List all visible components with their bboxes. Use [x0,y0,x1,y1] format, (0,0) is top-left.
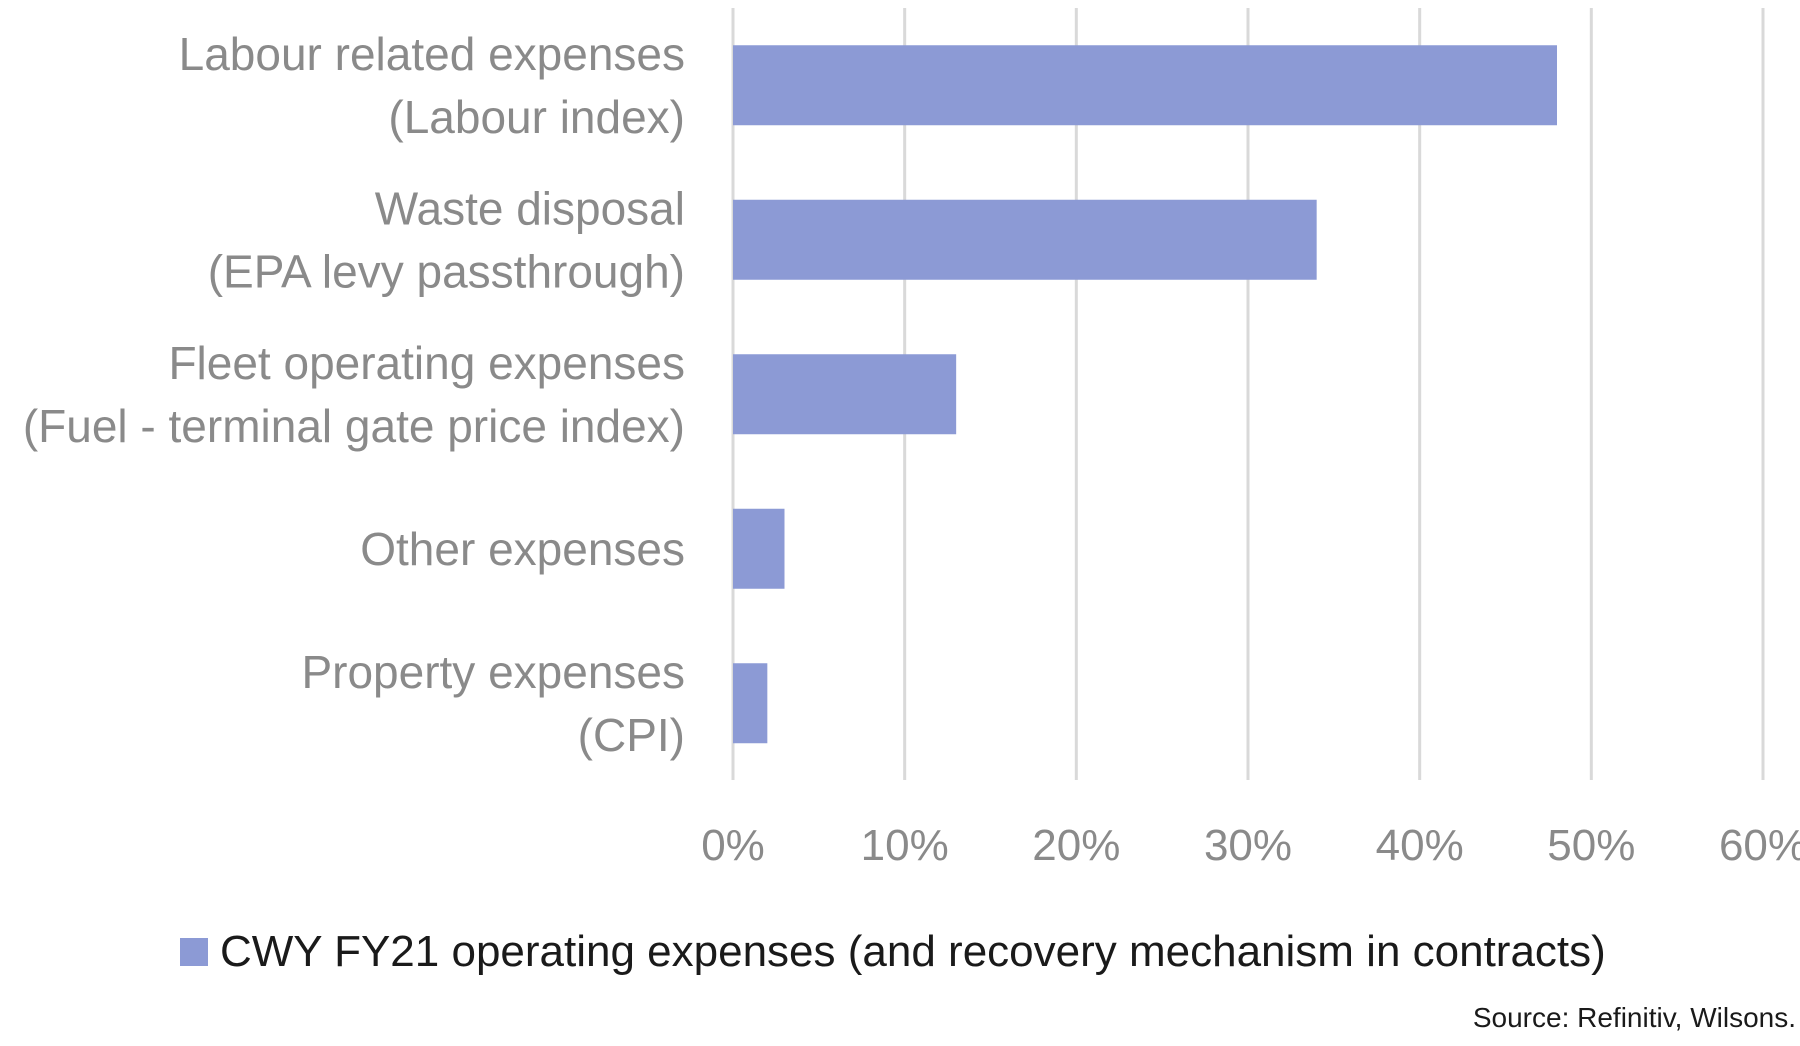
category-label: Waste disposal [375,182,685,234]
source-note: Source: Refinitiv, Wilsons. [1473,1002,1796,1033]
gridlines [731,8,1765,780]
category-label: Fleet operating expenses [168,337,685,389]
category-labels: Labour related expenses (Labour index) Was… [23,28,685,761]
category-label: (CPI) [578,709,685,761]
x-tick-label: 40% [1376,821,1464,870]
legend: CWY FY21 operating expenses (and recover… [180,927,1606,976]
category-label: Other expenses [360,523,685,575]
x-tick-label: 10% [861,821,949,870]
category-label: (EPA levy passthrough) [208,245,685,297]
category-label: (Fuel - terminal gate price index) [23,400,685,452]
legend-swatch [180,938,208,966]
bar [733,354,957,435]
bar [733,45,1557,126]
x-tick-label: 50% [1547,821,1635,870]
bar [733,663,768,744]
x-axis-tick-labels: 0% 10% 20% 30% 40% 50% 60% [701,821,1800,870]
x-tick-label: 60% [1719,821,1800,870]
bar [733,508,785,589]
x-tick-label: 0% [701,821,765,870]
legend-label: CWY FY21 operating expenses (and recover… [220,927,1606,976]
bars [733,45,1557,744]
category-label: Labour related expenses [179,28,685,80]
category-label: Property expenses [301,646,685,698]
category-label: (Labour index) [388,91,685,143]
x-tick-label: 20% [1032,821,1120,870]
bar [733,199,1317,280]
x-tick-label: 30% [1204,821,1292,870]
